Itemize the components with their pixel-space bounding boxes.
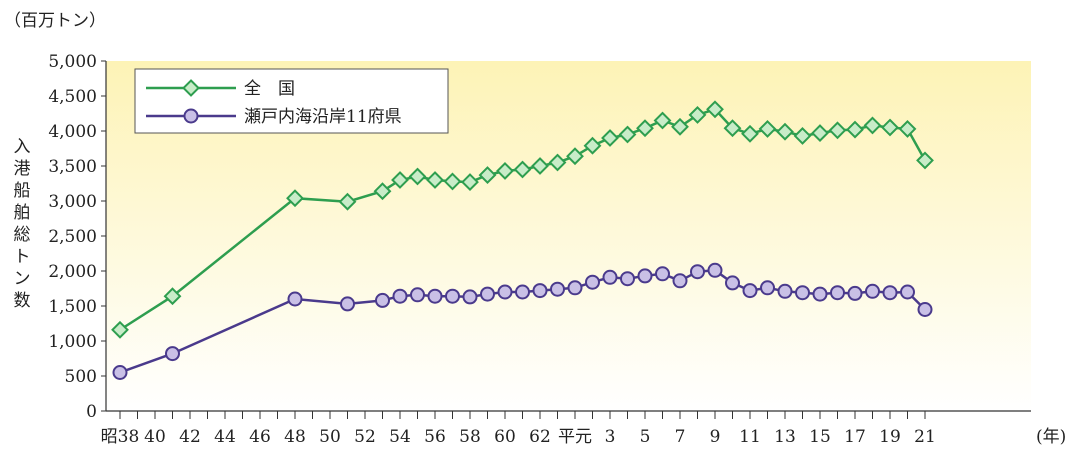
x-tick-label: 50 [319,427,341,447]
y-tick-label: 2,000 [48,262,97,282]
data-point-circle [341,297,354,310]
y-axis-label-char: ト [14,247,31,267]
data-point-circle [621,272,634,285]
x-tick-label: 60 [494,427,516,447]
x-tick-label: 15 [809,427,831,447]
data-point-circle [411,288,424,301]
x-tick-label: 13 [774,427,796,447]
x-tick-label: 21 [914,427,936,447]
y-axis-label-char: 総 [14,225,31,245]
data-point-circle [639,269,652,282]
y-tick-label: 1,000 [48,332,97,352]
x-tick-label: 54 [389,427,411,447]
x-axis: 昭38 42 44 46 48 50 52 54 56 58 60 62 平元 3 5 7 9 11 13 15 17 1… [101,411,1031,447]
y-tick-label: 3,500 [48,157,97,177]
x-tick-label: 62 [529,427,551,447]
data-point-circle [744,284,757,297]
data-point-circle [919,303,932,316]
data-point-circle [796,286,809,299]
data-point-circle [289,293,302,306]
x-tick-label: 昭38 [101,427,140,447]
data-point-circle [726,276,739,289]
data-point-circle [376,294,389,307]
x-tick-label: 44 [214,427,236,447]
x-tick-label: 3 [605,427,616,447]
data-point-circle [831,286,844,299]
y-tick-label: 5,000 [48,52,97,72]
data-point-circle [166,347,179,360]
data-point-circle [534,284,547,297]
legend-label-national: 全 国 [244,79,295,99]
y-tick-label: 3,000 [48,192,97,212]
data-point-circle [761,281,774,294]
data-point-circle [464,290,477,303]
data-point-circle [674,274,687,287]
y-unit-label: （百万トン） [4,11,106,31]
data-point-circle [866,285,879,298]
y-axis-label-char: 数 [14,291,31,311]
data-point-circle [114,366,127,379]
data-point-circle [586,276,599,289]
x-tick-label: 52 [354,427,376,447]
data-point-circle [429,290,442,303]
x-tick-label: 17 [844,427,866,447]
data-point-circle [604,271,617,284]
x-tick-label: 58 [459,427,481,447]
x-tick-label: 平元 [558,427,592,447]
y-tick-label: 2,500 [48,227,97,247]
x-tick-label: 48 [284,427,306,447]
data-point-circle [516,286,529,299]
data-point-circle [394,290,407,303]
legend: 全 国 瀬戸内海沿岸11府県 [135,69,448,133]
x-tick-label: 56 [424,427,446,447]
y-tick-label: 0 [86,402,97,422]
y-tick-label: 500 [65,367,97,387]
y-axis-label-char: 船 [14,181,31,201]
legend-marker-circle [185,110,198,123]
x-tick-label: 46 [249,427,271,447]
y-axis-label-char: 舶 [14,203,31,223]
data-point-circle [446,290,459,303]
data-point-circle [551,283,564,296]
y-axis-label-char: 港 [14,159,31,179]
data-point-circle [709,264,722,277]
x-tick-label: 9 [710,427,721,447]
data-point-circle [481,288,494,301]
x-tick-label: 40 [144,427,166,447]
data-point-circle [849,287,862,300]
data-point-circle [901,286,914,299]
x-unit-label: (年) [1036,427,1066,447]
x-tick-label: 11 [739,427,761,447]
x-tick-label: 19 [879,427,901,447]
data-point-circle [691,265,704,278]
legend-label-setouchi: 瀬戸内海沿岸11府県 [244,107,402,127]
y-axis-label-char: ン [14,269,31,289]
y-axis: 0 500 1,000 1,500 2,000 2,500 3,000 3,500 4,000 4… [48,52,106,422]
y-tick-label: 4,500 [48,87,97,107]
data-point-circle [656,267,669,280]
y-tick-label: 4,000 [48,122,97,142]
y-axis-label-char: 入 [14,137,31,157]
x-tick-label: 7 [675,427,686,447]
data-point-circle [569,281,582,294]
data-point-circle [814,288,827,301]
data-point-circle [779,285,792,298]
data-point-circle [884,286,897,299]
x-tick-label: 42 [179,427,201,447]
y-tick-label: 1,500 [48,297,97,317]
x-tick-label: 5 [640,427,651,447]
data-point-circle [499,286,512,299]
